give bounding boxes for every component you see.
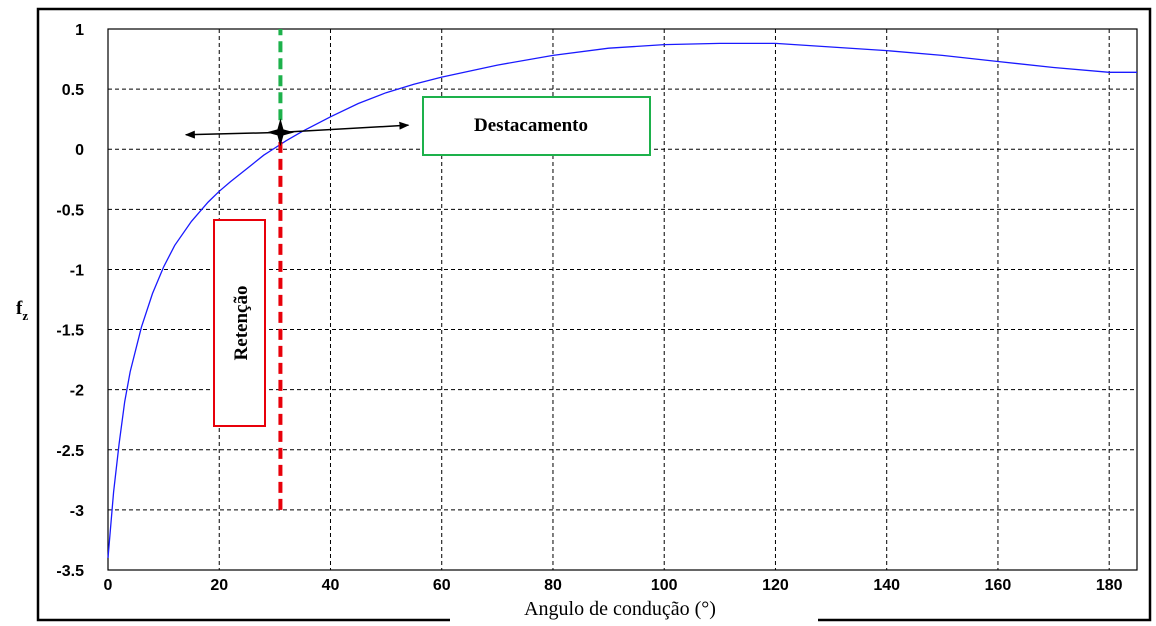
y-tick-label: -1.5 <box>56 323 84 340</box>
y-tick-label: -2 <box>70 383 84 400</box>
plot-border <box>107 28 1138 571</box>
x-tick-label: 20 <box>210 577 228 594</box>
x-tick-label: 0 <box>104 577 113 594</box>
x-tick-label: 160 <box>985 577 1012 594</box>
arrow-left <box>184 130 281 139</box>
y-tick-label: -2.5 <box>56 443 84 460</box>
intersection-star-icon <box>266 118 295 147</box>
y-tick-label: 0 <box>75 142 84 159</box>
y-tick-label: 0.5 <box>62 82 84 99</box>
arrow-right <box>280 121 410 134</box>
y-tick-label: -3 <box>70 503 84 520</box>
y-tick-label: -0.5 <box>56 202 84 219</box>
series-line <box>107 42 1137 559</box>
y-tick-label: -3.5 <box>56 563 84 580</box>
x-tick-label: 60 <box>433 577 451 594</box>
x-tick-label: 40 <box>322 577 340 594</box>
y-axis-title: fz <box>16 298 28 323</box>
x-axis-title: Angulo de condução (°) <box>524 598 716 620</box>
outer-frame <box>36 7 1152 622</box>
x-tick-label: 180 <box>1096 577 1123 594</box>
x-tick-label: 120 <box>762 577 789 594</box>
detachment-box <box>422 96 651 156</box>
x-tick-label: 100 <box>651 577 678 594</box>
retention-box <box>213 219 266 427</box>
x-tick-label: 140 <box>873 577 900 594</box>
y-tick-label: -1 <box>70 262 84 279</box>
x-tick-label: 80 <box>544 577 562 594</box>
retention-label: Retenção <box>231 286 252 361</box>
y-tick-label: 1 <box>75 22 84 39</box>
detachment-label: Destacamento <box>474 115 588 136</box>
